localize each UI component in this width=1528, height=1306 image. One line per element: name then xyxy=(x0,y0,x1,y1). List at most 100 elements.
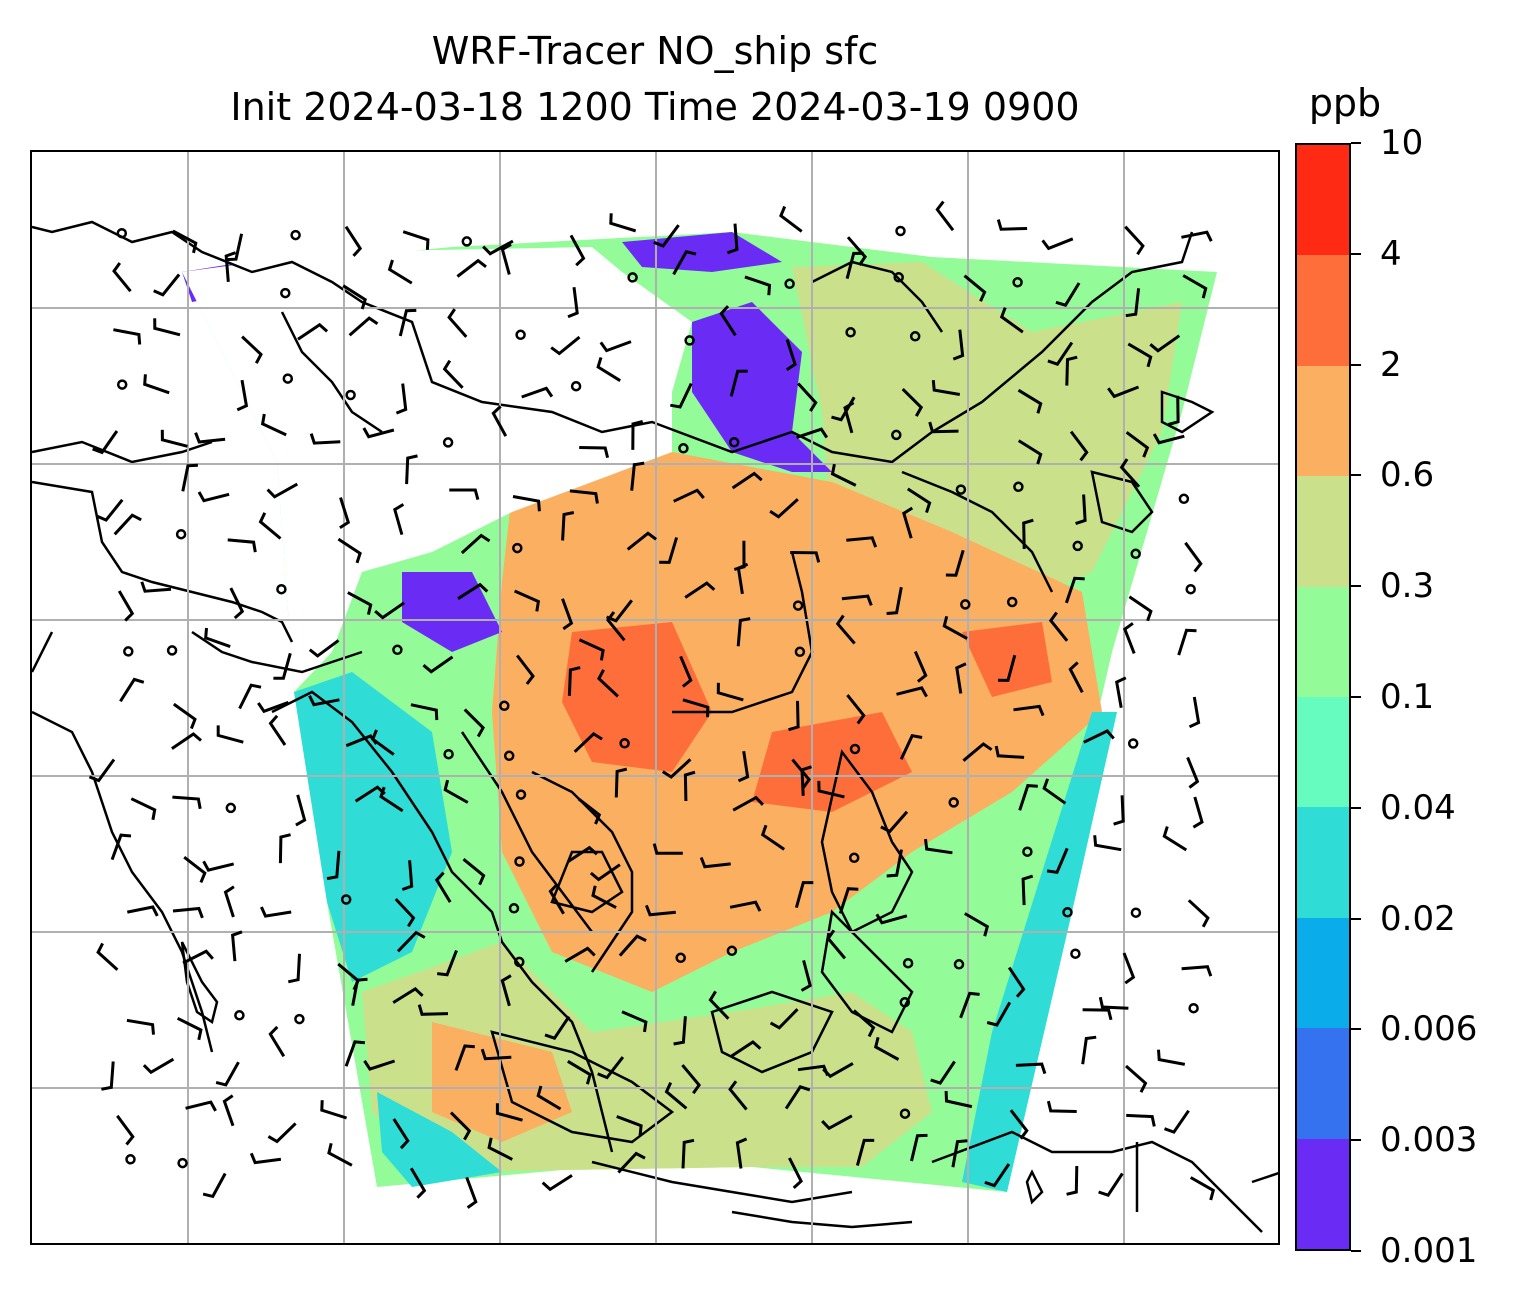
wind-barb xyxy=(1098,1172,1124,1197)
wind-barb xyxy=(732,795,764,812)
wind-barb xyxy=(682,698,710,718)
wind-barb xyxy=(913,650,928,683)
wind-barb xyxy=(142,1057,175,1075)
wind-barb xyxy=(569,234,586,267)
wind-barb xyxy=(664,1081,688,1110)
calm-wind-marker xyxy=(175,528,187,540)
wind-barb xyxy=(1015,1062,1047,1075)
wind-barb xyxy=(561,598,574,631)
colorbar-segment xyxy=(1297,917,1349,1029)
wind-barb xyxy=(417,1004,449,1016)
wind-barb xyxy=(387,259,413,285)
wind-barb xyxy=(1081,1035,1097,1065)
wind-barb xyxy=(596,356,621,382)
wind-barb xyxy=(569,489,599,504)
wind-barb xyxy=(962,742,993,762)
wind-barb xyxy=(944,1090,973,1109)
colorbar-tick-label: 10 xyxy=(1380,123,1424,163)
wind-barb xyxy=(153,273,181,297)
wind-barb xyxy=(96,498,124,522)
wind-barb xyxy=(339,497,351,530)
wind-barb xyxy=(278,833,291,864)
wind-barb xyxy=(215,1061,240,1087)
coastline xyxy=(672,551,814,714)
wind-barb xyxy=(1125,288,1141,318)
wind-barb xyxy=(567,287,579,319)
wind-barb xyxy=(830,463,857,487)
wind-barb xyxy=(999,307,1024,334)
wind-barb xyxy=(172,702,197,730)
wind-barb xyxy=(875,913,908,925)
calm-wind-marker xyxy=(514,956,525,968)
coastline xyxy=(1090,470,1154,534)
wind-barb xyxy=(258,512,282,540)
wind-barb xyxy=(1066,1165,1079,1196)
wind-barb xyxy=(260,906,292,918)
wind-barb xyxy=(880,810,909,834)
calm-wind-marker xyxy=(282,373,294,384)
wind-barb xyxy=(845,251,864,279)
field-region xyxy=(622,232,782,272)
wind-barb xyxy=(153,318,181,337)
field-region xyxy=(962,712,1117,1192)
wind-barb xyxy=(337,537,362,564)
coastline xyxy=(820,909,914,1034)
colorbar-tick-label: 2 xyxy=(1380,344,1402,385)
chart-title-line2: Init 2024-03-18 1200 Time 2024-03-19 090… xyxy=(230,85,1080,129)
colorbar-tick-mark xyxy=(1351,252,1361,255)
wind-barb xyxy=(790,551,821,563)
calm-wind-marker xyxy=(125,1154,136,1165)
wind-barb xyxy=(172,906,204,919)
coastline xyxy=(32,480,294,643)
calm-wind-marker xyxy=(294,1013,305,1025)
calm-wind-marker xyxy=(794,646,806,658)
wind-barb xyxy=(202,860,235,872)
calm-wind-marker xyxy=(728,437,740,448)
wind-barb xyxy=(480,1048,512,1061)
wind-barb xyxy=(326,850,341,881)
coastline xyxy=(901,470,1054,593)
concentration-field xyxy=(182,232,1217,1192)
wind-barb xyxy=(536,1085,562,1111)
wind-barb xyxy=(621,1010,648,1033)
wind-barb xyxy=(785,339,797,371)
wind-barb xyxy=(1125,1064,1148,1093)
calm-wind-marker xyxy=(499,700,510,712)
wind-barb xyxy=(402,230,430,250)
wind-barb xyxy=(994,745,1025,759)
wind-barb xyxy=(614,767,628,798)
wind-barb xyxy=(846,694,866,725)
wind-barb xyxy=(873,1036,900,1061)
wind-barb xyxy=(1113,795,1125,826)
wind-barb xyxy=(1149,334,1181,353)
wind-barb xyxy=(224,251,237,283)
wind-barb xyxy=(886,849,903,878)
coastline xyxy=(811,260,944,333)
wind-barb xyxy=(673,488,705,503)
calm-wind-marker xyxy=(116,379,128,390)
colorbar-unit: ppb xyxy=(1308,81,1382,125)
wind-barb xyxy=(1115,676,1127,708)
wind-barb xyxy=(183,856,207,883)
wind-barb xyxy=(729,369,748,397)
wind-barb xyxy=(231,930,243,962)
wind-barb xyxy=(266,482,299,499)
colorbar xyxy=(1295,143,1351,1251)
wind-barb xyxy=(577,797,602,825)
colorbar-tick-label: 0.1 xyxy=(1380,677,1435,717)
wind-barb xyxy=(996,219,1028,231)
wind-barb xyxy=(1013,704,1045,717)
coastline xyxy=(460,731,593,933)
calm-wind-marker xyxy=(684,335,695,346)
wind-barb xyxy=(500,974,512,1007)
wind-barb xyxy=(442,359,464,389)
calm-wind-marker xyxy=(948,797,959,808)
calm-wind-marker xyxy=(443,748,454,760)
wind-barb xyxy=(760,824,786,851)
wind-barb xyxy=(110,833,132,861)
coastline xyxy=(32,631,54,673)
wind-barb xyxy=(1187,899,1210,928)
wind-barb xyxy=(731,471,763,490)
wind-barb xyxy=(396,930,426,953)
wind-barb xyxy=(729,900,762,912)
